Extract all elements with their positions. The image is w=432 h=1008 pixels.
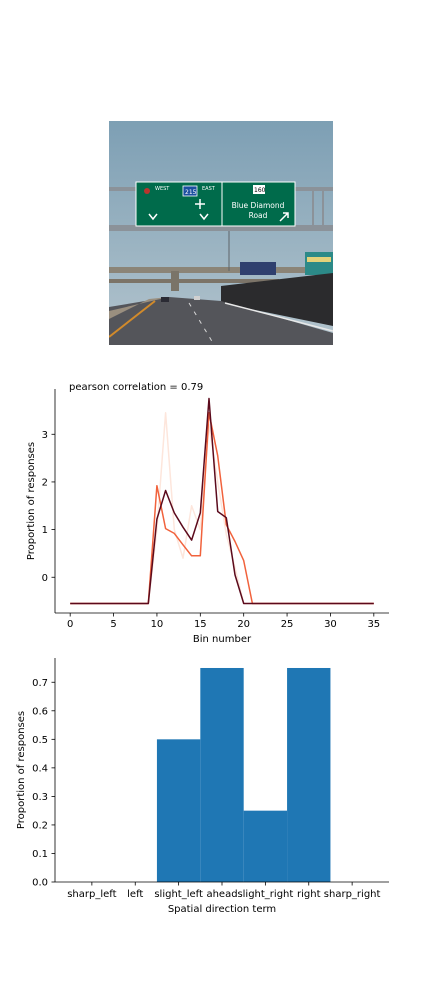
series-line-2 [70,397,374,605]
bar-right [287,667,331,882]
category-label: ahead [206,889,237,900]
category-label: left [127,889,143,900]
bar-ahead [200,667,244,882]
y-tick-label: 3 [42,430,48,441]
sign-west-text: WEST [155,186,170,192]
y-tick-label: 0.0 [32,878,48,889]
bar-chart: sharp_left left slight_left ahead slight_rig… [16,658,389,915]
y-tick-label: 0.1 [32,849,48,860]
x-tick-label: 30 [324,619,337,630]
line-chart: pearson correlation = 0.79 0 5 10 15 20 25 30 3… [26,382,389,645]
category-label: slight_right [237,889,293,900]
x-tick-label: 25 [281,619,294,630]
bar-x-axis-label: Spatial direction term [168,904,276,915]
up-right-arrow-icon [279,212,289,222]
sign-line2: Road [249,211,268,220]
series-line-0 [70,412,374,605]
x-tick-label: 10 [151,619,164,630]
x-tick-label: 15 [194,619,207,630]
down-arrow-icon [199,213,209,221]
y-tick-label: 2 [42,477,48,488]
x-tick-label: 35 [367,619,380,630]
y-tick-label: 0.3 [32,792,48,803]
bar-slight_left [156,739,201,882]
sign-line1: Blue Diamond [232,201,285,210]
line-x-axis-label: Bin number [193,634,252,645]
line-chart-title: pearson correlation = 0.79 [69,382,203,393]
category-label: right [297,889,321,900]
highway-photo: WEST EAST 215 160 Blue Diamond Road [109,121,333,345]
sign-shield-215: 215 [185,189,197,196]
y-tick-label: 1 [42,525,48,536]
sign-shield-160: 160 [254,187,266,194]
y-tick-label: 0.4 [32,763,48,774]
x-tick-label: 20 [237,619,250,630]
bar-slight_right [243,810,288,882]
sign-east-text: EAST [202,186,216,192]
airplane-icon [195,199,205,209]
y-tick-label: 0.2 [32,820,48,831]
down-arrow-icon [148,213,158,221]
category-label: slight_left [154,889,203,900]
y-tick-label: 0.5 [32,735,48,746]
x-tick-label: 0 [67,619,73,630]
line-y-axis-label: Proportion of responses [26,442,37,560]
bar-y-axis-label: Proportion of responses [16,711,27,829]
y-tick-label: 0.7 [32,678,48,689]
category-label: sharp_right [324,889,381,900]
category-label: sharp_left [67,889,116,900]
y-tick-label: 0 [42,573,48,584]
y-tick-label: 0.6 [32,706,48,717]
x-tick-label: 5 [110,619,116,630]
